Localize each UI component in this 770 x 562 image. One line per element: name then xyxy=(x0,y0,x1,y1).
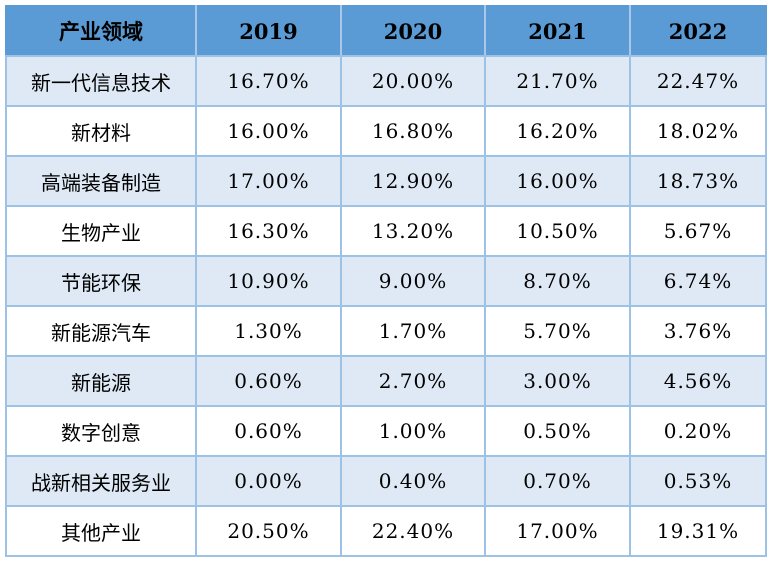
table-header-row: 产业领域 2019 2020 2021 2022 xyxy=(5,5,767,57)
table-row: 数字创意 0.60% 1.00% 0.50% 0.20% xyxy=(5,405,767,457)
value-cell: 16.30% xyxy=(195,205,342,257)
table-row: 战新相关服务业 0.00% 0.40% 0.70% 0.53% xyxy=(5,455,767,507)
industry-label-cell: 生物产业 xyxy=(5,205,197,257)
value-cell: 0.70% xyxy=(484,455,631,507)
value-cell: 0.50% xyxy=(484,405,631,457)
value-cell: 21.70% xyxy=(484,55,631,107)
column-header-year-2021: 2021 xyxy=(484,5,631,57)
column-header-year-2022: 2022 xyxy=(629,5,767,57)
industry-label-cell: 新一代信息技术 xyxy=(5,55,197,107)
industry-label-cell: 战新相关服务业 xyxy=(5,455,197,507)
table-row: 生物产业 16.30% 13.20% 10.50% 5.67% xyxy=(5,205,767,257)
industry-label-cell: 数字创意 xyxy=(5,405,197,457)
column-header-year-2020: 2020 xyxy=(340,5,486,57)
value-cell: 5.70% xyxy=(484,305,631,357)
value-cell: 10.50% xyxy=(484,205,631,257)
value-cell: 20.50% xyxy=(195,505,342,557)
value-cell: 1.00% xyxy=(340,405,486,457)
value-cell: 19.31% xyxy=(629,505,767,557)
value-cell: 5.67% xyxy=(629,205,767,257)
value-cell: 3.00% xyxy=(484,355,631,407)
value-cell: 20.00% xyxy=(340,55,486,107)
table-body: 新一代信息技术 16.70% 20.00% 21.70% 22.47% 新材料 16.00%… xyxy=(5,55,767,557)
industry-label-cell: 新材料 xyxy=(5,105,197,157)
value-cell: 18.73% xyxy=(629,155,767,207)
value-cell: 17.00% xyxy=(484,505,631,557)
column-header-industry: 产业领域 xyxy=(5,5,197,57)
value-cell: 8.70% xyxy=(484,255,631,307)
value-cell: 3.76% xyxy=(629,305,767,357)
value-cell: 22.40% xyxy=(340,505,486,557)
value-cell: 6.74% xyxy=(629,255,767,307)
value-cell: 0.00% xyxy=(195,455,342,507)
value-cell: 9.00% xyxy=(340,255,486,307)
value-cell: 18.02% xyxy=(629,105,767,157)
value-cell: 2.70% xyxy=(340,355,486,407)
value-cell: 16.80% xyxy=(340,105,486,157)
table-row: 其他产业 20.50% 22.40% 17.00% 19.31% xyxy=(5,505,767,557)
value-cell: 22.47% xyxy=(629,55,767,107)
table-row: 新材料 16.00% 16.80% 16.20% 18.02% xyxy=(5,105,767,157)
industry-label-cell: 新能源汽车 xyxy=(5,305,197,357)
industry-label-cell: 其他产业 xyxy=(5,505,197,557)
value-cell: 1.30% xyxy=(195,305,342,357)
table-row: 高端装备制造 17.00% 12.90% 16.00% 18.73% xyxy=(5,155,767,207)
table-row: 新能源 0.60% 2.70% 3.00% 4.56% xyxy=(5,355,767,407)
value-cell: 12.90% xyxy=(340,155,486,207)
value-cell: 10.90% xyxy=(195,255,342,307)
industry-label-cell: 节能环保 xyxy=(5,255,197,307)
value-cell: 13.20% xyxy=(340,205,486,257)
industry-label-cell: 高端装备制造 xyxy=(5,155,197,207)
value-cell: 0.20% xyxy=(629,405,767,457)
value-cell: 0.40% xyxy=(340,455,486,507)
value-cell: 0.60% xyxy=(195,355,342,407)
value-cell: 16.70% xyxy=(195,55,342,107)
value-cell: 16.00% xyxy=(195,105,342,157)
value-cell: 16.20% xyxy=(484,105,631,157)
industry-share-table: 产业领域 2019 2020 2021 2022 新一代信息技术 16.70% 20.00%… xyxy=(5,5,767,557)
industry-label-cell: 新能源 xyxy=(5,355,197,407)
value-cell: 0.60% xyxy=(195,405,342,457)
value-cell: 1.70% xyxy=(340,305,486,357)
table-row: 节能环保 10.90% 9.00% 8.70% 6.74% xyxy=(5,255,767,307)
value-cell: 17.00% xyxy=(195,155,342,207)
column-header-year-2019: 2019 xyxy=(195,5,342,57)
value-cell: 0.53% xyxy=(629,455,767,507)
value-cell: 16.00% xyxy=(484,155,631,207)
value-cell: 4.56% xyxy=(629,355,767,407)
table-row: 新能源汽车 1.30% 1.70% 5.70% 3.76% xyxy=(5,305,767,357)
header-row: 产业领域 2019 2020 2021 2022 xyxy=(5,5,767,57)
table-row: 新一代信息技术 16.70% 20.00% 21.70% 22.47% xyxy=(5,55,767,107)
